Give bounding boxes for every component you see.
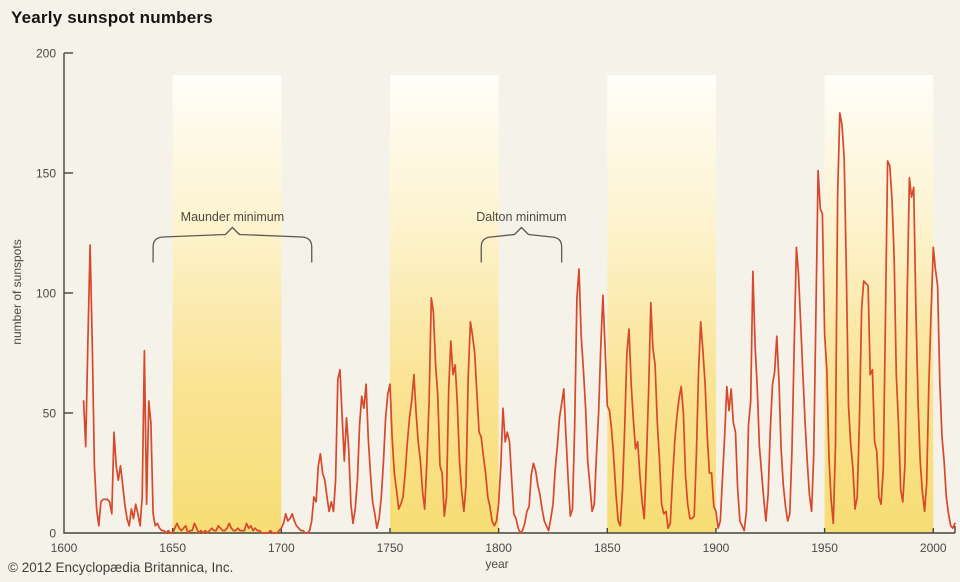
- x-axis-label: year: [485, 557, 509, 571]
- y-tick-label: 100: [36, 287, 56, 301]
- y-tick-label: 50: [43, 407, 57, 421]
- y-tick-label: 0: [49, 527, 56, 541]
- x-tick-label: 1750: [377, 541, 404, 555]
- x-tick-label: 1950: [811, 541, 838, 555]
- x-tick-label: 1800: [485, 541, 512, 555]
- band-1950-2000: [824, 75, 934, 533]
- y-tick-label: 200: [36, 47, 56, 61]
- band-1750-1800: [389, 75, 499, 533]
- y-tick-label: 150: [36, 167, 56, 181]
- tick-labels: 0 50 100 150 200 1600 1650 1700 1750 1800 1850 1900…: [36, 47, 947, 556]
- x-tick-label: 1850: [594, 541, 621, 555]
- band-1850-1900: [607, 75, 716, 533]
- highlight-bands: [172, 75, 934, 533]
- annotation-brace: [480, 226, 563, 263]
- sunspot-series-line: [82, 112, 956, 534]
- annotation-label: Maunder minimum: [181, 210, 285, 224]
- x-tick-label: 1900: [703, 541, 730, 555]
- copyright-notice: © 2012 Encyclopædia Britannica, Inc.: [8, 560, 234, 575]
- x-tick-label: 1600: [51, 541, 78, 555]
- x-tick-label: 2000: [920, 541, 947, 555]
- x-tick-label: 1700: [268, 541, 295, 555]
- annotation-label: Dalton minimum: [476, 210, 566, 224]
- chart-title: Yearly sunspot numbers: [11, 8, 213, 27]
- annotation-brace: [152, 226, 313, 263]
- x-tick-label: 1650: [159, 541, 186, 555]
- band-1650-1700: [172, 75, 282, 533]
